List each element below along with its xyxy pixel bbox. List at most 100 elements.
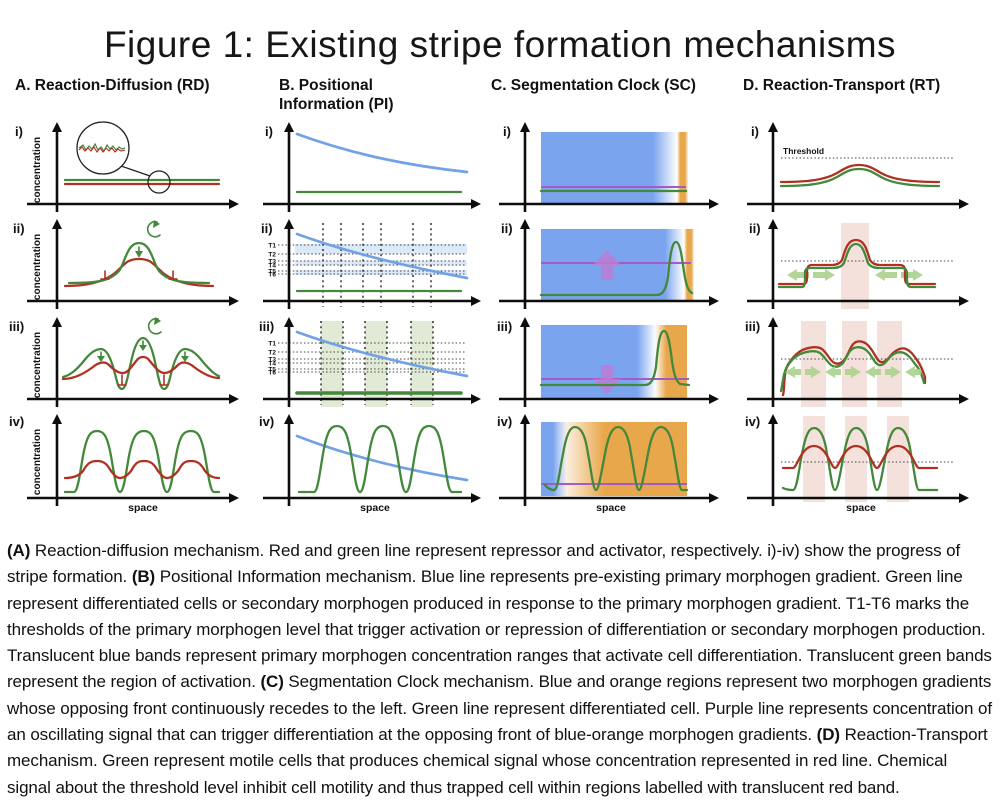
panel-b-iv: iv) space <box>259 414 481 514</box>
figure-caption: (A) Reaction-diffusion mechanism. Red an… <box>0 534 1000 801</box>
panel-label: iv) <box>745 414 760 429</box>
column-reaction-diffusion: A. Reaction-Diffusion (RD) i) concentrat… <box>3 74 253 517</box>
svg-text:T1: T1 <box>268 341 276 348</box>
activation-arrow <box>135 246 143 258</box>
axes <box>263 122 481 212</box>
panel-label: i) <box>15 124 23 139</box>
caption-label-c: (C) <box>260 672 284 692</box>
svg-text:T6: T6 <box>268 272 276 279</box>
column-d-header: D. Reaction-Transport (RT) <box>743 77 941 94</box>
self-activation-arrow <box>147 317 162 335</box>
axes <box>747 219 969 309</box>
figure-page: Figure 1: Existing stripe formation mech… <box>0 24 1000 801</box>
panel-a-iv: iv) concentration space <box>9 414 239 514</box>
trapping-bands <box>803 416 909 502</box>
differentiated-cells-curve <box>543 425 689 492</box>
panel-label: iii) <box>745 319 760 334</box>
y-axis-label: concentration <box>32 332 43 398</box>
activator-curve <box>63 429 221 494</box>
morphogen-gradient-curve <box>295 330 469 378</box>
axes <box>747 122 969 212</box>
axes <box>499 219 719 309</box>
panel-label: i) <box>503 124 511 139</box>
differentiated-cells-curve <box>539 329 691 387</box>
caption-label-a: (A) <box>7 541 31 560</box>
cell-boundary-dotted-lines <box>320 321 434 405</box>
axes <box>499 122 719 212</box>
panel-label: ii) <box>261 221 273 236</box>
panel-a-i: i) concentration <box>15 121 239 212</box>
motile-cells-curve <box>781 426 939 492</box>
panel-label: i) <box>751 124 759 139</box>
panel-c-ii: ii) <box>499 219 719 309</box>
panel-label: iv) <box>259 414 274 429</box>
chemical-signal-curve <box>779 163 941 184</box>
activator-curve <box>67 241 211 285</box>
svg-text:T6: T6 <box>268 370 276 377</box>
column-reaction-transport: D. Reaction-Transport (RT) i) Threshold … <box>737 74 997 517</box>
repressor-curve <box>63 459 221 480</box>
panel-label: ii) <box>749 221 761 236</box>
morphogen-regions <box>541 132 688 204</box>
panel-label: iii) <box>259 319 274 334</box>
magnifier-lens <box>76 121 130 175</box>
axes <box>499 414 719 506</box>
panel-label: iii) <box>497 319 512 334</box>
axes <box>27 317 239 407</box>
orange-front <box>677 132 688 204</box>
panel-d-ii: ii) <box>747 219 969 309</box>
svg-text:T4: T4 <box>268 263 276 270</box>
trapping-bands <box>801 321 902 407</box>
panel-label: i) <box>265 124 273 139</box>
threshold-labels: T1 T2 T3 T4 T5 T6 <box>268 243 276 279</box>
panel-d-iii: iii) <box>745 317 969 407</box>
oscillation-down-arrow <box>593 365 621 394</box>
axes <box>263 414 481 506</box>
activator-curve <box>61 336 221 391</box>
threshold-label: Threshold <box>783 146 824 156</box>
caption-text-c: Segmentation Clock mechanism. Blue and o… <box>7 672 992 745</box>
x-axis-label: space <box>360 502 390 514</box>
x-axis-label: space <box>846 502 876 514</box>
axes <box>747 317 969 407</box>
secondary-morphogen-curve <box>297 424 463 494</box>
motile-cells-curve <box>779 346 926 393</box>
column-a-header: A. Reaction-Diffusion (RD) <box>15 77 210 94</box>
panel-label: iii) <box>9 319 24 334</box>
y-axis-label: concentration <box>32 137 43 203</box>
axes <box>27 219 239 309</box>
morphogen-regions <box>541 325 687 399</box>
panel-c-i: i) <box>499 122 719 212</box>
panel-b-i: i) <box>263 122 481 212</box>
x-axis-label: space <box>596 502 626 514</box>
svg-text:T3: T3 <box>268 259 276 266</box>
panel-b-ii: ii) T1 T2 <box>261 219 481 309</box>
self-activation-arrow <box>146 220 161 238</box>
axes <box>27 414 239 506</box>
panel-c-iv: iv) space <box>497 414 719 514</box>
cell-boundary-dotted-lines <box>322 223 432 307</box>
svg-text:T1: T1 <box>268 243 276 250</box>
panel-label: ii) <box>501 221 513 236</box>
motility-arrows <box>785 366 921 378</box>
svg-text:T3: T3 <box>268 357 276 364</box>
column-b-header: B. Positional Information (PI) <box>279 77 394 114</box>
magnifier <box>76 121 171 194</box>
homogeneous-lines <box>63 178 221 186</box>
axes <box>263 317 481 407</box>
panel-a-ii: ii) concentration <box>13 219 239 309</box>
y-axis-label: concentration <box>32 234 43 300</box>
panel-c-iii: iii) <box>497 317 719 407</box>
chemical-signal-curve <box>781 444 939 470</box>
panel-b-iii: iii) T1 T2 <box>259 317 481 407</box>
caption-text-b: Positional Information mechanism. Blue l… <box>7 567 992 692</box>
activation-arrows <box>97 340 189 362</box>
svg-text:T4: T4 <box>268 361 276 368</box>
svg-text:T5: T5 <box>268 269 276 276</box>
panel-label: iv) <box>497 414 512 429</box>
morphogen-gradient-curve <box>295 232 469 280</box>
orange-front <box>684 229 694 301</box>
y-axis-label: concentration <box>32 429 43 495</box>
svg-text:T2: T2 <box>268 252 276 259</box>
axes <box>499 317 719 407</box>
